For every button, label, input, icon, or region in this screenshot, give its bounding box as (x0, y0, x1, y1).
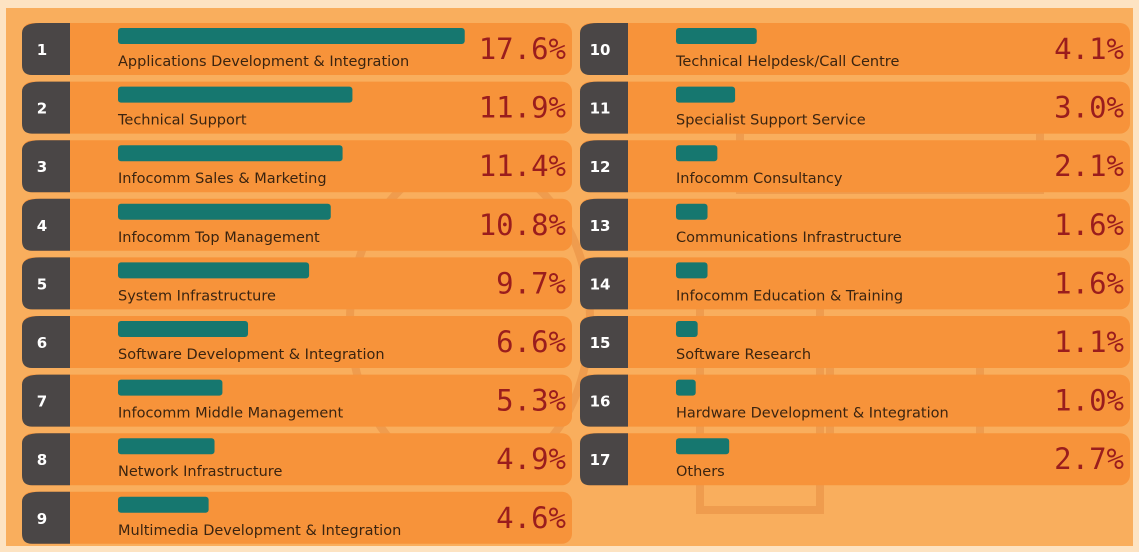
value-label: 5.3% (496, 384, 566, 418)
category-label: Technical Support (117, 113, 247, 129)
value-label: 4.6% (496, 501, 566, 535)
bar (676, 321, 698, 337)
rank: 14 (590, 275, 611, 293)
category-label: Infocomm Education & Training (676, 288, 903, 304)
bar (118, 321, 248, 337)
rank: 16 (590, 393, 611, 411)
bar (676, 438, 729, 454)
rank: 2 (37, 100, 47, 118)
category-label: Network Infrastructure (118, 464, 282, 480)
category-label: Infocomm Sales & Marketing (118, 171, 327, 187)
rank: 7 (37, 393, 47, 411)
rank: 4 (37, 217, 47, 235)
category-label: Software Research (676, 347, 811, 363)
bar (118, 145, 343, 161)
rank: 17 (590, 451, 611, 469)
value-label: 4.9% (496, 442, 566, 476)
value-label: 1.0% (1054, 384, 1124, 418)
value-label: 17.6% (479, 32, 566, 66)
value-label: 3.0% (1054, 91, 1124, 125)
category-label: Communications Infrastructure (676, 230, 902, 246)
category-label: Hardware Development & Integration (676, 406, 949, 422)
category-label: Specialist Support Service (676, 113, 866, 129)
category-label: Software Development & Integration (118, 347, 385, 363)
bar (676, 262, 708, 278)
rank: 1 (37, 41, 47, 59)
bar (118, 262, 309, 278)
category-label: Infocomm Consultancy (676, 171, 843, 187)
rank: 13 (590, 217, 611, 235)
value-label: 6.6% (496, 325, 566, 359)
row-background (22, 433, 572, 485)
value-label: 11.9% (479, 91, 566, 125)
bar (118, 497, 209, 513)
rank: 11 (590, 100, 611, 118)
value-label: 10.8% (479, 208, 566, 242)
bar (676, 87, 735, 103)
value-label: 2.7% (1054, 442, 1124, 476)
rank: 6 (37, 334, 47, 352)
rank: 15 (590, 334, 611, 352)
bar (118, 380, 222, 396)
value-label: 9.7% (496, 266, 566, 300)
row-background (580, 433, 1130, 485)
category-label: System Infrastructure (118, 288, 276, 304)
value-label: 11.4% (479, 149, 566, 183)
row-background (580, 140, 1130, 192)
bar (676, 28, 757, 44)
rank: 8 (37, 451, 47, 469)
bar (118, 87, 352, 103)
bar (676, 204, 708, 220)
value-label: 4.1% (1054, 32, 1124, 66)
bar (676, 145, 717, 161)
category-label: Infocomm Top Management (118, 230, 320, 246)
bar (118, 204, 331, 220)
bar (118, 438, 215, 454)
value-label: 1.6% (1054, 266, 1124, 300)
value-label: 1.6% (1054, 208, 1124, 242)
category-label: Multimedia Development & Integration (118, 523, 401, 539)
rank: 5 (37, 275, 47, 293)
category-label: Infocomm Middle Management (118, 406, 343, 422)
category-label: Technical Helpdesk/Call Centre (675, 54, 899, 70)
row-background (580, 316, 1130, 368)
bar (118, 28, 465, 44)
value-label: 2.1% (1054, 149, 1124, 183)
rank: 12 (590, 158, 611, 176)
bar (676, 380, 696, 396)
chart: 1 Applications Development & Integration 1… (0, 0, 1139, 552)
category-label: Others (676, 464, 725, 480)
rank: 3 (37, 158, 47, 176)
rank: 10 (590, 41, 611, 59)
value-label: 1.1% (1054, 325, 1124, 359)
category-label: Applications Development & Integration (118, 54, 409, 70)
rank: 9 (37, 510, 47, 528)
